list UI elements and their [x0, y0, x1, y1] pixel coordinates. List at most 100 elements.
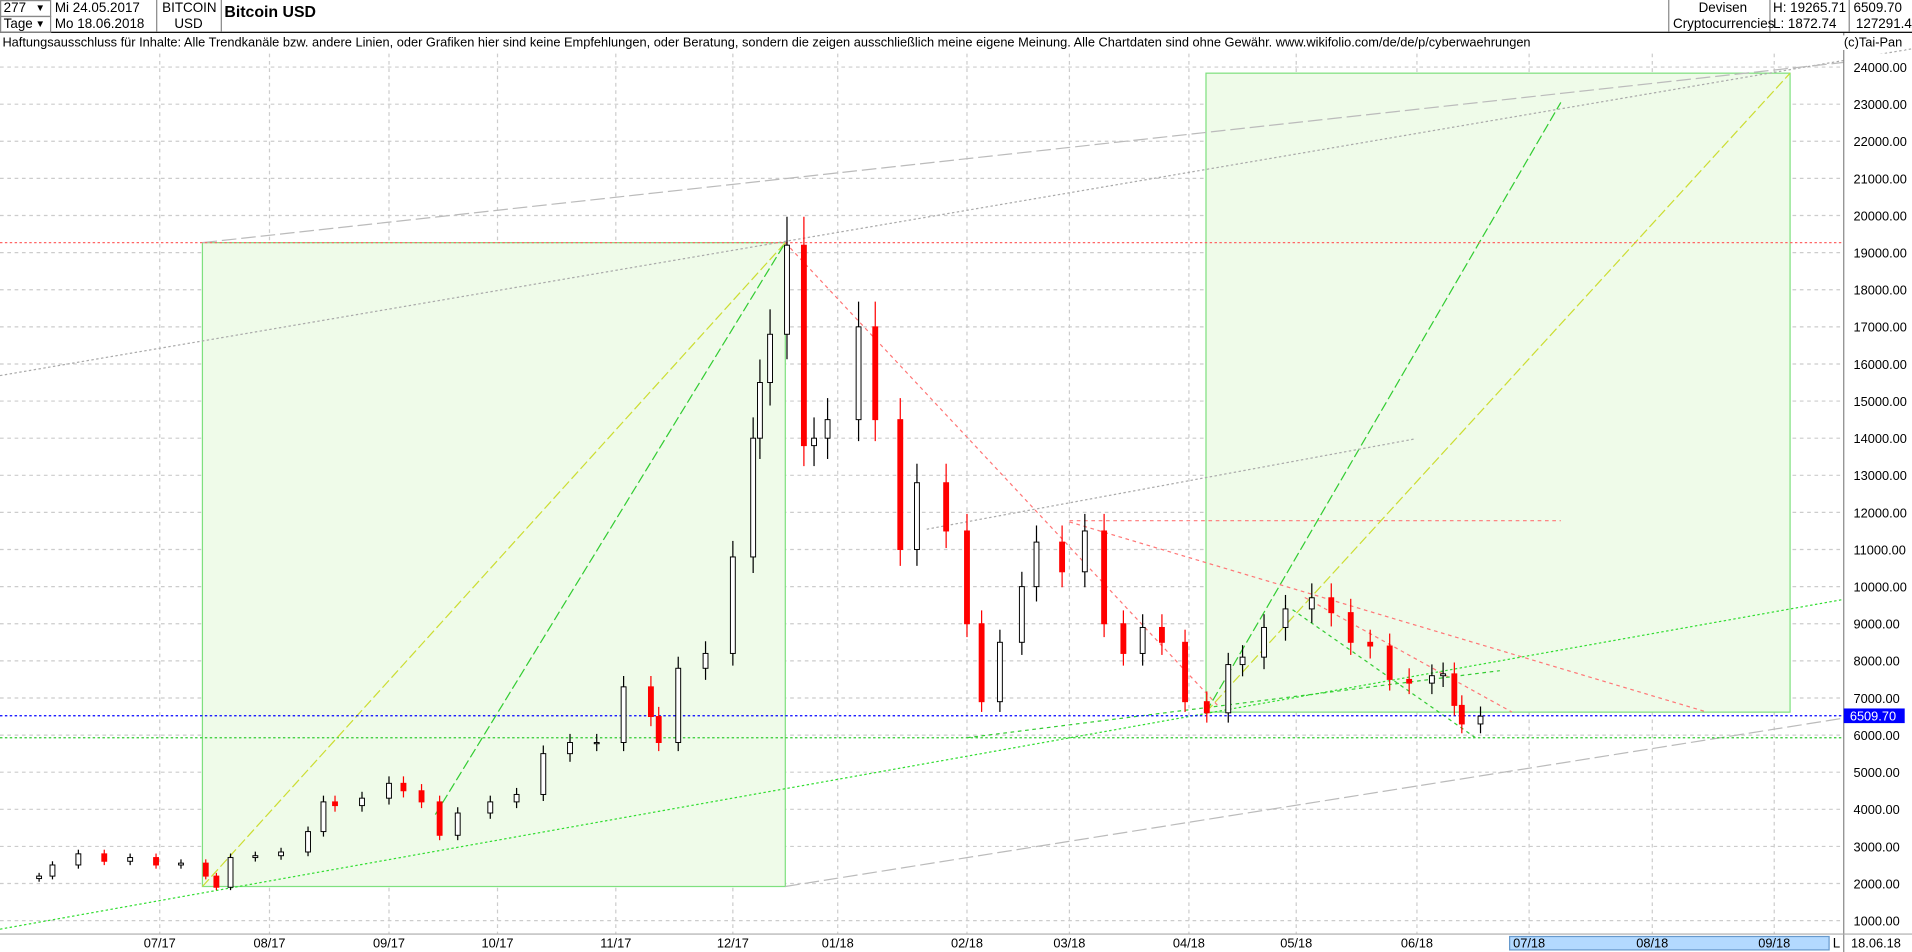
subcategory: Cryptocurrencies — [1673, 17, 1775, 32]
candle — [1347, 598, 1354, 655]
candle — [305, 826, 311, 857]
candle — [359, 791, 365, 812]
x-tick-label: 08/17 — [253, 935, 285, 950]
low-value: L: 1872.74 — [1773, 17, 1837, 32]
y-tick-label: 7000.00 — [1853, 691, 1899, 706]
candle — [914, 463, 920, 566]
candle — [1033, 525, 1040, 602]
candle — [855, 301, 862, 442]
candle — [1059, 525, 1066, 588]
candle — [756, 359, 763, 459]
candle — [454, 807, 461, 841]
last-value: 6509.70 — [1853, 1, 1902, 16]
candle — [1428, 664, 1435, 695]
date-to[interactable]: Mo 18.06.2018 — [54, 17, 145, 32]
y-tick-label: 18000.00 — [1853, 283, 1906, 298]
symbol: BITCOIN — [162, 1, 217, 16]
candle — [75, 849, 82, 869]
candle — [127, 853, 134, 866]
scale-mode-toggle[interactable]: L — [1833, 935, 1841, 950]
period-count: 277 — [3, 1, 27, 16]
candle — [1081, 513, 1088, 588]
x-tick-label: 04/18 — [1173, 935, 1205, 950]
candle — [213, 872, 220, 891]
candle — [620, 676, 627, 752]
currency: USD — [174, 17, 203, 32]
y-tick-label: 23000.00 — [1853, 97, 1906, 112]
candle — [400, 776, 407, 798]
candles — [36, 216, 1484, 891]
candle — [784, 216, 790, 360]
x-tick-label: 07/18 — [1513, 935, 1545, 950]
candle — [252, 851, 259, 862]
y-tick-label: 20000.00 — [1853, 208, 1906, 223]
x-tick-label: 08/18 — [1636, 935, 1668, 950]
candle — [202, 859, 209, 880]
trend-lines — [0, 48, 1912, 930]
candle — [702, 641, 709, 680]
y-tick-label: 4000.00 — [1853, 802, 1899, 817]
candle — [1261, 614, 1267, 670]
candle — [964, 513, 970, 638]
candle — [1101, 513, 1108, 638]
future-range-scrollbar[interactable] — [1509, 935, 1830, 951]
candle — [943, 463, 950, 549]
header-bar: 277 ▼ Tage ▼ Mi 24.05.2017 Mo 18.06.2018 B… — [0, 0, 1912, 33]
y-tick-label: 19000.00 — [1853, 246, 1906, 261]
y-tick-label: 10000.00 — [1853, 580, 1906, 595]
candle — [320, 795, 327, 837]
chevron-down-icon: ▼ — [35, 18, 46, 30]
y-tick-label: 13000.00 — [1853, 468, 1906, 483]
y-tick-label: 22000.00 — [1853, 134, 1906, 149]
candle — [332, 795, 338, 812]
candle — [655, 706, 662, 752]
y-tick-label: 5000.00 — [1853, 765, 1899, 780]
y-tick-label: 15000.00 — [1853, 394, 1906, 409]
x-tick-label: 02/18 — [951, 935, 983, 950]
candle — [418, 784, 425, 809]
candle — [1203, 691, 1210, 723]
candle — [729, 540, 736, 666]
period-unit: Tage — [3, 17, 33, 32]
last-price-label: 6509.70 — [1850, 709, 1896, 724]
y-tick-label: 14000.00 — [1853, 431, 1906, 446]
date-from[interactable]: Mi 24.05.2017 — [54, 1, 140, 16]
copyright: (c)Tai-Pan — [1841, 35, 1905, 50]
y-tick-label: 2000.00 — [1853, 876, 1899, 891]
candle — [1182, 629, 1188, 712]
candle — [978, 610, 985, 712]
candle — [1367, 629, 1374, 659]
y-tick-label: 17000.00 — [1853, 320, 1906, 335]
candle — [811, 417, 817, 467]
candle — [1159, 614, 1165, 655]
y-tick-label: 11000.00 — [1853, 542, 1905, 557]
high-value: H: 19265.71 — [1773, 1, 1847, 16]
y-tick-label: 12000.00 — [1853, 505, 1906, 520]
period-unit-dropdown[interactable]: Tage ▼ — [0, 15, 52, 33]
candle — [824, 398, 831, 459]
end-date-label: 18.06.18 — [1851, 935, 1901, 950]
chart-title: Bitcoin USD — [224, 2, 316, 21]
candle — [487, 795, 494, 819]
period-count-dropdown[interactable]: 277 ▼ — [0, 0, 52, 18]
category: Devisen — [1698, 1, 1748, 16]
candle — [153, 853, 159, 869]
y-tick-label: 6000.00 — [1853, 728, 1899, 743]
candle — [436, 795, 443, 841]
candle — [897, 398, 904, 566]
candle — [101, 849, 108, 866]
y-tick-label: 16000.00 — [1853, 357, 1906, 372]
candle — [1139, 614, 1146, 666]
y-tick-label: 1000.00 — [1853, 914, 1899, 929]
y-tick-label: 9000.00 — [1853, 617, 1899, 632]
candle — [1018, 571, 1025, 655]
candle — [1239, 645, 1246, 677]
y-tick-label: 8000.00 — [1853, 654, 1899, 669]
candle — [227, 853, 234, 891]
candle — [1451, 662, 1458, 716]
candle — [996, 629, 1003, 712]
x-tick-label: 03/18 — [1053, 935, 1085, 950]
candle — [593, 733, 600, 752]
